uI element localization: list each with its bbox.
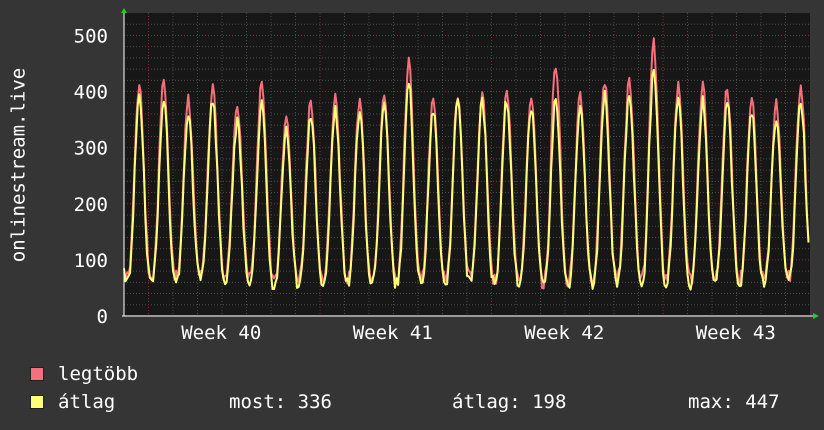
stat-max: max: 447 xyxy=(688,391,780,413)
y-tick-label: 200 xyxy=(74,194,108,216)
y-tick-label: 500 xyxy=(74,25,108,47)
legend-label-max: legtöbb xyxy=(58,363,139,385)
y-tick-label: 400 xyxy=(74,82,108,104)
stat-average: átlag: 198 xyxy=(452,391,567,413)
legend-swatch-avg xyxy=(30,395,44,409)
y-tick-label: 0 xyxy=(97,306,108,328)
x-axis-ticks: Week 40 Week 41 Week 42 Week 43 xyxy=(181,322,776,344)
x-tick-label: Week 40 xyxy=(181,322,261,344)
y-axis-ticks: 0 100 200 300 400 500 xyxy=(74,25,108,328)
legend-item-avg: átlag xyxy=(30,391,115,413)
series xyxy=(123,37,810,291)
legend-label-avg: átlag xyxy=(58,391,116,413)
x-axis-arrow-icon xyxy=(813,313,819,319)
y-axis-label: onlinestream.live xyxy=(8,68,30,262)
series-line-average xyxy=(123,69,810,291)
legend-item-max: legtöbb xyxy=(30,363,138,385)
y-tick-label: 300 xyxy=(74,138,108,160)
y-axis-arrow-icon xyxy=(121,8,127,13)
x-tick-label: Week 43 xyxy=(696,322,776,344)
x-tick-label: Week 42 xyxy=(524,322,604,344)
stat-now: most: 336 xyxy=(229,391,332,413)
legend-swatch-max xyxy=(30,367,44,381)
x-tick-label: Week 41 xyxy=(353,322,433,344)
y-tick-label: 100 xyxy=(74,250,108,272)
